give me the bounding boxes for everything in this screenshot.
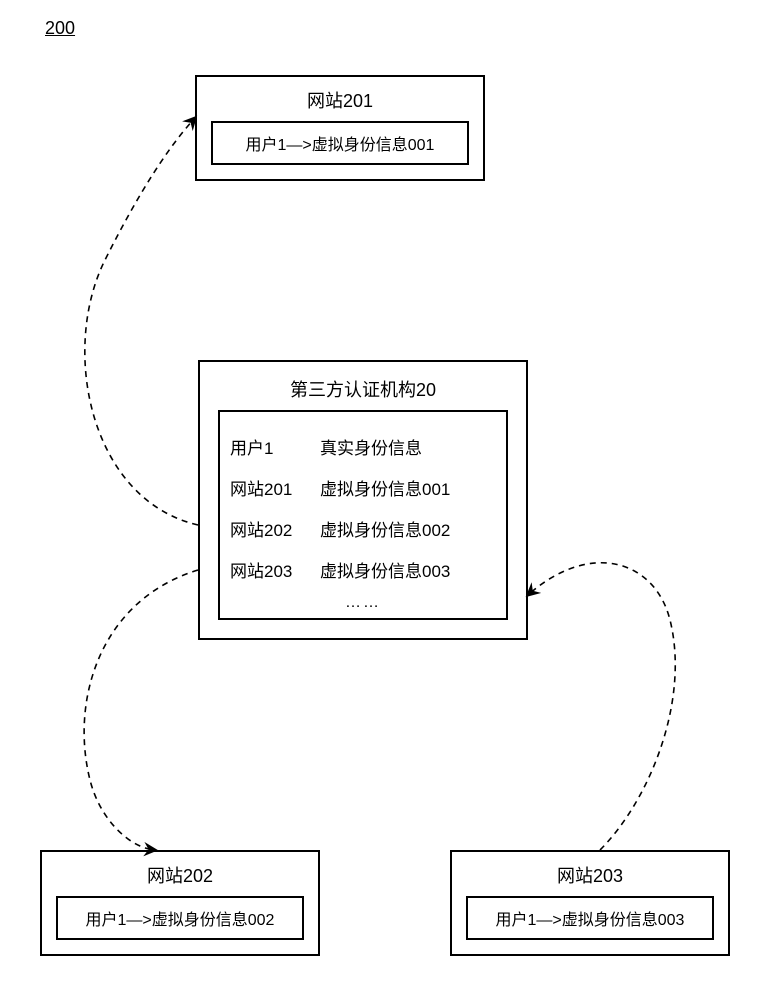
node-site202: 网站202 用户1—>虚拟身份信息002 xyxy=(40,850,320,956)
node-site201-content: 用户1—>虚拟身份信息001 xyxy=(211,121,469,165)
ca-cell: 虚拟身份信息002 xyxy=(320,516,496,541)
node-site201-title: 网站201 xyxy=(197,77,483,121)
ca-cell: 虚拟身份信息001 xyxy=(320,475,496,500)
ca-row: 网站202 虚拟身份信息002 xyxy=(226,508,500,549)
arrow-ca-to-site202 xyxy=(84,570,198,850)
node-site203-title: 网站203 xyxy=(452,852,728,896)
diagram-label: 200 xyxy=(45,18,75,39)
ca-ellipsis: …… xyxy=(226,594,500,612)
node-site201: 网站201 用户1—>虚拟身份信息001 xyxy=(195,75,485,181)
node-ca-title: 第三方认证机构20 xyxy=(200,362,526,410)
node-site202-title: 网站202 xyxy=(42,852,318,896)
arrow-ca-to-site201 xyxy=(85,118,198,525)
ca-cell: 虚拟身份信息003 xyxy=(320,557,496,582)
node-site203-content: 用户1—>虚拟身份信息003 xyxy=(466,896,714,940)
node-ca-table: 用户1 真实身份信息 网站201 虚拟身份信息001 网站202 虚拟身份信息0… xyxy=(218,410,508,620)
ca-row: 网站203 虚拟身份信息003 xyxy=(226,549,500,590)
ca-cell: 网站201 xyxy=(230,475,320,500)
ca-cell: 真实身份信息 xyxy=(320,434,496,459)
ca-cell: 用户1 xyxy=(230,434,320,459)
arrow-site203-to-ca xyxy=(528,563,675,850)
node-site202-content: 用户1—>虚拟身份信息002 xyxy=(56,896,304,940)
ca-cell: 网站202 xyxy=(230,516,320,541)
node-site203: 网站203 用户1—>虚拟身份信息003 xyxy=(450,850,730,956)
node-ca: 第三方认证机构20 用户1 真实身份信息 网站201 虚拟身份信息001 网站2… xyxy=(198,360,528,640)
ca-cell: 网站203 xyxy=(230,557,320,582)
ca-row: 网站201 虚拟身份信息001 xyxy=(226,467,500,508)
diagram-label-text: 200 xyxy=(45,18,75,38)
ca-row: 用户1 真实身份信息 xyxy=(226,426,500,467)
